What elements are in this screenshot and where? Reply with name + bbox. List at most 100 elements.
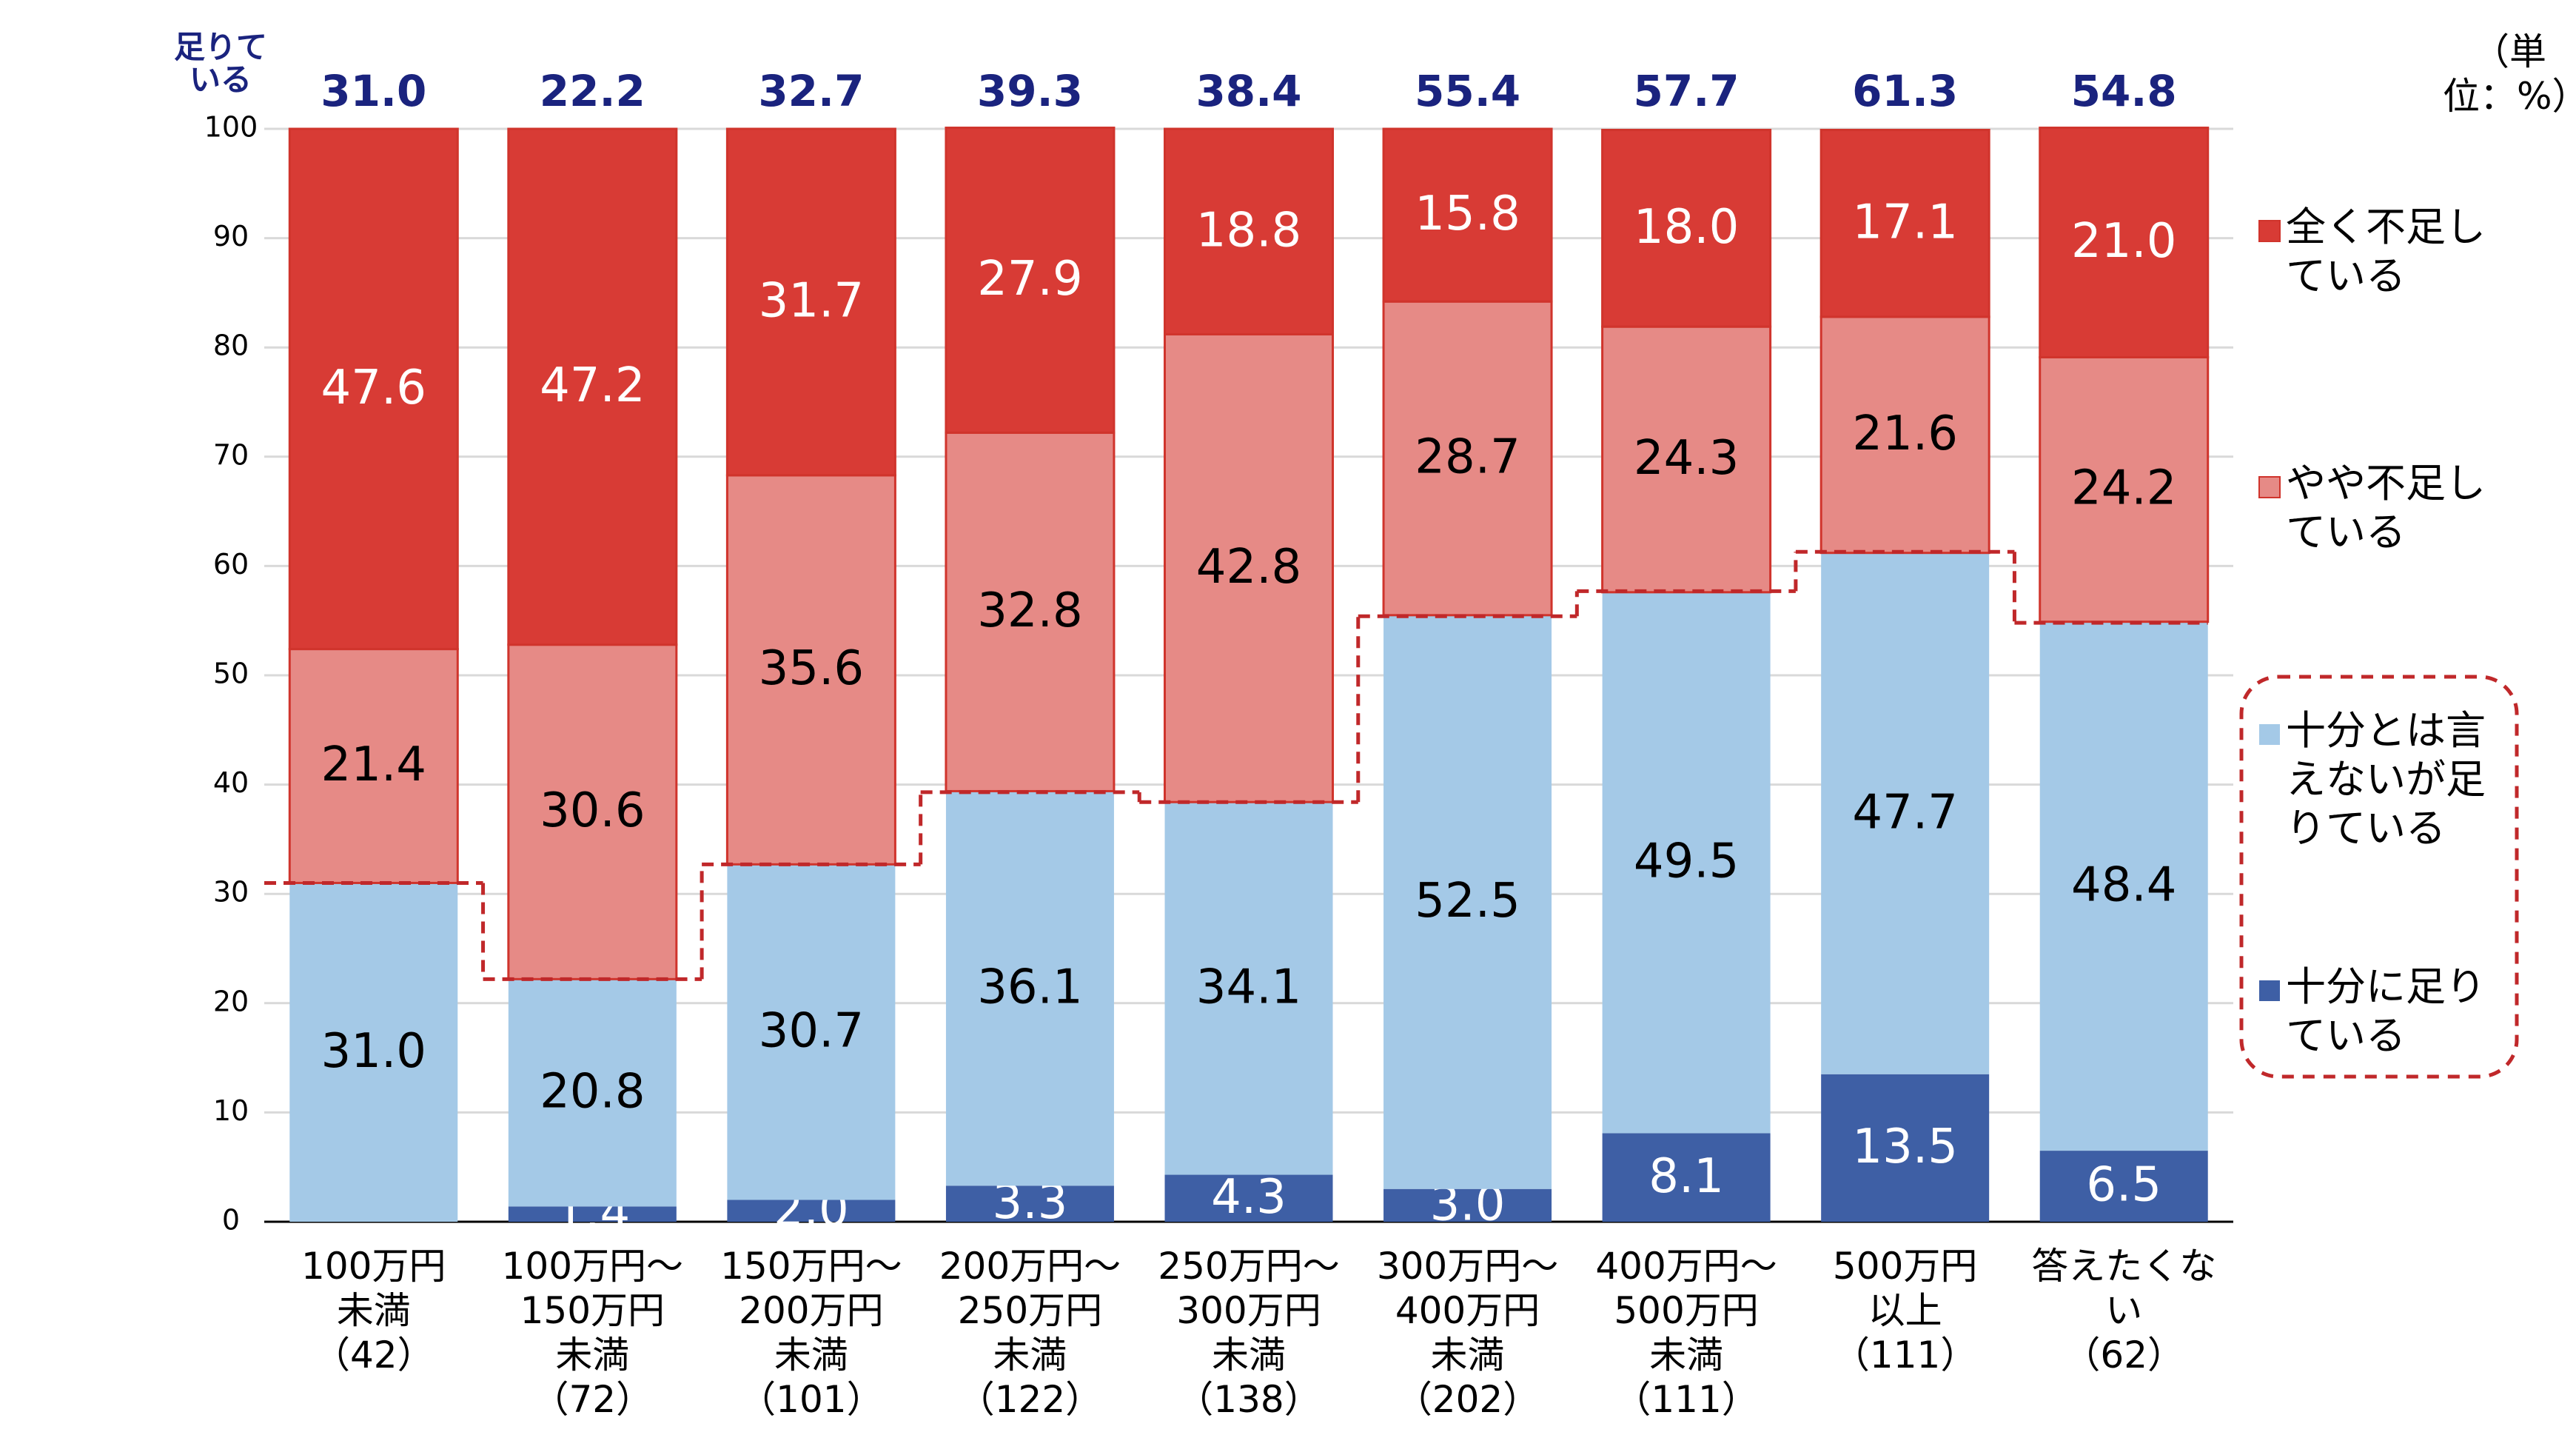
- y-tick-label: 40: [213, 766, 249, 799]
- x-tick-label: 100万円～ 150万円 未満 （72）: [501, 1245, 684, 1421]
- bar-segment: [1164, 127, 1334, 335]
- bar-segment: [2039, 127, 2210, 358]
- value-label: 21.6: [1852, 407, 1958, 461]
- value-label: 49.5: [1634, 834, 1740, 889]
- value-label: 15.8: [1415, 187, 1520, 241]
- bar-segment: [945, 127, 1116, 434]
- totals-label: 足りている: [173, 29, 267, 98]
- bar-segment: [508, 979, 677, 1207]
- y-tick-label: 70: [213, 438, 249, 471]
- value-label: 48.4: [2071, 857, 2177, 912]
- total-label: 39.3: [977, 66, 1083, 116]
- total-label: 61.3: [1852, 66, 1958, 116]
- bar-segment: [725, 474, 896, 866]
- value-label: 8.1: [1648, 1149, 1724, 1204]
- bar-segment: [1819, 315, 1990, 555]
- bar-segment: [1821, 1074, 1990, 1222]
- value-label: 24.3: [1634, 431, 1740, 486]
- bar-segment: [507, 643, 678, 980]
- legend-label: 十分に足りている: [2286, 963, 2486, 1059]
- value-label: 32.8: [977, 583, 1083, 638]
- bar-segment: [1601, 128, 1772, 328]
- bar-segment: [1819, 128, 1990, 318]
- y-tick-label: 20: [213, 985, 249, 1017]
- total-label: 31.0: [321, 66, 426, 116]
- bar-segment: [945, 1185, 1114, 1222]
- value-label: 31.7: [759, 274, 865, 329]
- unit-label: （単位：%）: [2443, 30, 2576, 118]
- value-label: 34.1: [1196, 960, 1302, 1014]
- value-label: 17.1: [1852, 195, 1958, 250]
- bar-segment: [1821, 552, 1990, 1074]
- bar-segment: [1383, 615, 1552, 1189]
- bar-segment: [1602, 1133, 1771, 1222]
- total-label: 54.8: [2071, 66, 2177, 116]
- value-label: 52.5: [1415, 874, 1520, 929]
- bar-segment: [2039, 1151, 2208, 1222]
- bar-segment: [508, 1206, 677, 1222]
- legend-swatch: [2258, 220, 2281, 242]
- bar-segment: [1602, 592, 1771, 1134]
- x-tick-label: 100万円 未満 （42）: [301, 1245, 446, 1377]
- value-label: 30.6: [540, 783, 645, 838]
- total-label: 57.7: [1634, 66, 1740, 116]
- value-label: 36.1: [977, 960, 1083, 1014]
- legend-label: 全く不足している: [2286, 204, 2486, 299]
- x-tick-label: 400万円～ 500万円 未満 （111）: [1595, 1245, 1777, 1421]
- bar-segment: [1601, 325, 1772, 594]
- value-label: 21.4: [321, 737, 427, 792]
- value-label: 35.6: [759, 641, 865, 696]
- legend-swatch: [2258, 476, 2281, 498]
- total-label: 55.4: [1415, 66, 1520, 116]
- y-tick-label: 90: [213, 220, 249, 252]
- y-tick-label: 0: [222, 1204, 240, 1237]
- total-label: 32.7: [758, 66, 864, 116]
- bar-segment: [2039, 355, 2210, 623]
- value-label: 18.0: [1634, 200, 1740, 255]
- x-tick-label: 200万円～ 250万円 未満 （122）: [939, 1245, 1121, 1421]
- value-label: 31.0: [321, 1024, 427, 1079]
- x-tick-label: 300万円～ 400万円 未満 （202）: [1376, 1245, 1559, 1421]
- value-label: 47.2: [540, 358, 645, 413]
- bar-segment: [288, 648, 459, 884]
- value-label: 24.2: [2071, 461, 2177, 516]
- bar-segment: [1164, 802, 1333, 1175]
- bar-segment: [945, 791, 1114, 1186]
- legend-highlight-box: [2239, 675, 2519, 1079]
- total-label: 22.2: [540, 66, 645, 116]
- value-label: 42.8: [1196, 540, 1302, 595]
- y-tick-label: 10: [213, 1094, 249, 1127]
- x-tick-label: 500万円 以上 （111）: [1832, 1245, 1978, 1377]
- bar-segment: [289, 883, 458, 1222]
- bar-segment: [1382, 300, 1553, 617]
- value-label: 4.3: [1211, 1170, 1287, 1225]
- legend-swatch: [2259, 724, 2280, 745]
- total-label: 38.4: [1195, 66, 1301, 116]
- bar-segment: [1164, 1174, 1333, 1222]
- value-label: 47.6: [321, 361, 427, 415]
- value-label: 21.0: [2071, 214, 2177, 269]
- y-tick-label: 80: [213, 330, 249, 362]
- bar-segment: [2039, 621, 2208, 1151]
- x-tick-label: 答えたくない （62）: [2031, 1245, 2217, 1377]
- value-label: 30.7: [759, 1003, 865, 1058]
- bar-segment: [725, 127, 896, 477]
- value-label: 13.5: [1852, 1120, 1958, 1174]
- legend-label: やや不足している: [2286, 460, 2486, 555]
- legend-swatch: [2259, 980, 2280, 1001]
- bar-segment: [1383, 1188, 1552, 1222]
- legend-label: 十分とは言えないが足りている: [2286, 707, 2486, 852]
- value-label: 18.8: [1196, 203, 1302, 258]
- y-tick-label: 60: [213, 548, 249, 581]
- bar-segment: [727, 1200, 896, 1222]
- bar-segment: [288, 127, 459, 651]
- bar-segment: [1382, 127, 1553, 303]
- value-label: 28.7: [1415, 430, 1520, 485]
- y-tick-label: 100: [204, 111, 258, 144]
- value-label: 47.7: [1852, 785, 1958, 840]
- bar-segment: [727, 864, 896, 1200]
- y-tick-label: 50: [213, 658, 249, 690]
- y-tick-label: 30: [213, 876, 249, 909]
- value-label: 20.8: [540, 1064, 645, 1119]
